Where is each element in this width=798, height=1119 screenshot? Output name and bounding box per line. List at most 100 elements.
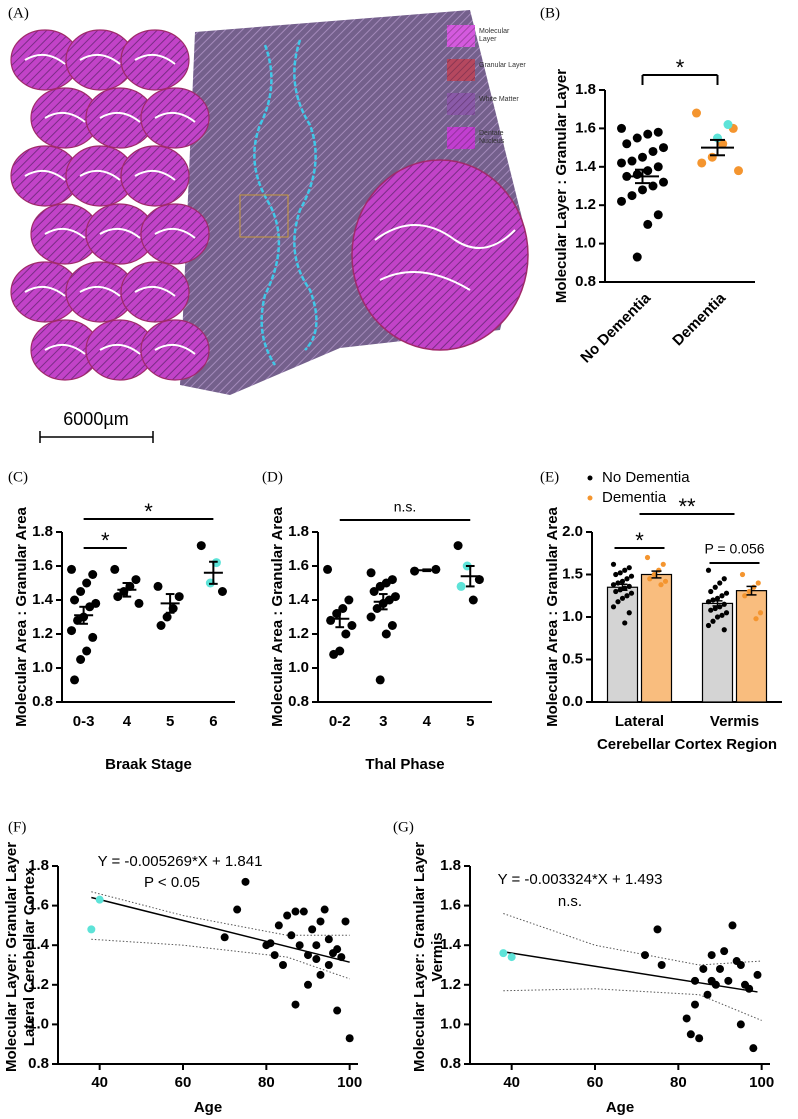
data-point [76, 655, 86, 664]
data-point [627, 191, 637, 201]
data-point [705, 599, 712, 605]
data-point [643, 219, 653, 229]
data-point [341, 629, 351, 639]
data-point [304, 980, 312, 989]
data-point [686, 1030, 695, 1039]
data-point [274, 921, 283, 930]
y-tick-label: 1.2 [575, 196, 596, 213]
data-point [653, 127, 663, 137]
data-point [291, 1000, 300, 1009]
data-point [369, 587, 379, 596]
x-tick-label: 60 [175, 1074, 192, 1091]
significance-label: * [144, 499, 153, 524]
data-point [717, 580, 723, 586]
y-tick-label: 0.8 [288, 693, 309, 710]
data-point [632, 133, 642, 143]
x-tick-label: 4 [123, 713, 132, 730]
y-tick-label: 1.4 [32, 591, 54, 608]
x-axis-label: Thal Phase [365, 756, 444, 773]
x-tick-label: 0-3 [73, 713, 95, 730]
fold [24, 285, 66, 297]
data-point [626, 583, 632, 590]
data-point [710, 618, 716, 624]
data-point [372, 604, 382, 613]
data-point [610, 582, 617, 588]
data-point [647, 576, 653, 582]
data-point [653, 925, 662, 934]
data-point [347, 621, 357, 630]
x-axis-label: Cerebellar Cortex Region [597, 736, 777, 753]
data-point [648, 146, 658, 156]
bar [606, 586, 639, 703]
data-point [291, 907, 300, 916]
y-axis-label: Molecular Area : Granular Area [269, 506, 286, 726]
data-point [697, 158, 707, 168]
x-tick-label: 60 [587, 1074, 604, 1091]
highlight-point [95, 895, 104, 904]
data-point [714, 614, 721, 620]
data-point [734, 166, 743, 176]
data-point [610, 604, 617, 610]
data-point [316, 970, 325, 979]
confidence-band [91, 891, 350, 936]
data-point [366, 612, 376, 622]
data-point [632, 252, 642, 262]
data-point [312, 941, 321, 950]
data-point [710, 597, 716, 603]
data-point [474, 575, 484, 585]
y-tick-label: 1.6 [575, 119, 596, 136]
data-point [324, 961, 333, 969]
dentate-outline [253, 39, 318, 366]
fold [134, 169, 176, 181]
data-point [316, 917, 325, 926]
data-point [324, 935, 333, 944]
highlight-point [723, 120, 733, 130]
legend-swatch-hatch [447, 25, 475, 47]
data-point [753, 970, 762, 979]
fold [374, 224, 516, 291]
highlight-point [87, 925, 96, 934]
y-tick-label: 1.4 [288, 591, 310, 608]
data-point [295, 941, 304, 950]
data-point [703, 990, 712, 999]
data-point [410, 566, 420, 576]
fold [79, 285, 121, 297]
y-tick-label: 1.4 [575, 158, 597, 175]
data-point [220, 933, 229, 942]
folium [140, 203, 210, 265]
data-point [82, 578, 92, 588]
y-tick-label: 1.4 [28, 936, 50, 953]
data-point [468, 595, 478, 605]
data-point [659, 177, 668, 187]
folium [120, 145, 190, 207]
folium [120, 261, 190, 323]
data-point [653, 210, 663, 220]
data-point [705, 567, 712, 573]
data-point [326, 615, 336, 625]
bar [701, 602, 734, 703]
data-point [712, 605, 718, 612]
right-lobe [351, 159, 529, 351]
data-point [287, 931, 296, 940]
highlight-point [507, 953, 516, 962]
histology-image [10, 10, 529, 395]
highlight-point [499, 949, 508, 958]
fold [154, 343, 196, 355]
y-tick-label: 0.8 [440, 1055, 461, 1072]
significance-label: P = 0.056 [704, 541, 764, 557]
data-point [638, 152, 647, 162]
data-point [659, 143, 668, 153]
data-point [196, 541, 206, 551]
y-tick-label: 1.6 [440, 897, 461, 914]
data-point [626, 610, 632, 616]
y-tick-label: 1.8 [28, 857, 49, 874]
fold [134, 285, 176, 297]
y-tick-label: 0.8 [28, 1055, 49, 1072]
data-point [721, 601, 727, 607]
folium [140, 87, 210, 149]
data-point [718, 139, 728, 149]
x-tick-label: 80 [670, 1074, 687, 1091]
data-point [88, 570, 98, 579]
legend-label: Granular Layer [479, 62, 526, 69]
